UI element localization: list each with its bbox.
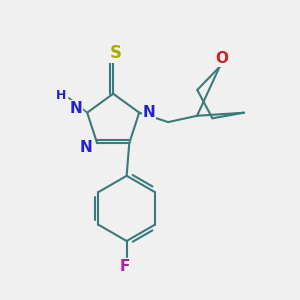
- Text: N: N: [69, 101, 82, 116]
- Text: N: N: [79, 140, 92, 155]
- Text: S: S: [110, 44, 122, 62]
- Text: F: F: [119, 259, 130, 274]
- Text: O: O: [215, 51, 228, 66]
- Text: N: N: [142, 105, 155, 120]
- Text: H: H: [56, 89, 66, 102]
